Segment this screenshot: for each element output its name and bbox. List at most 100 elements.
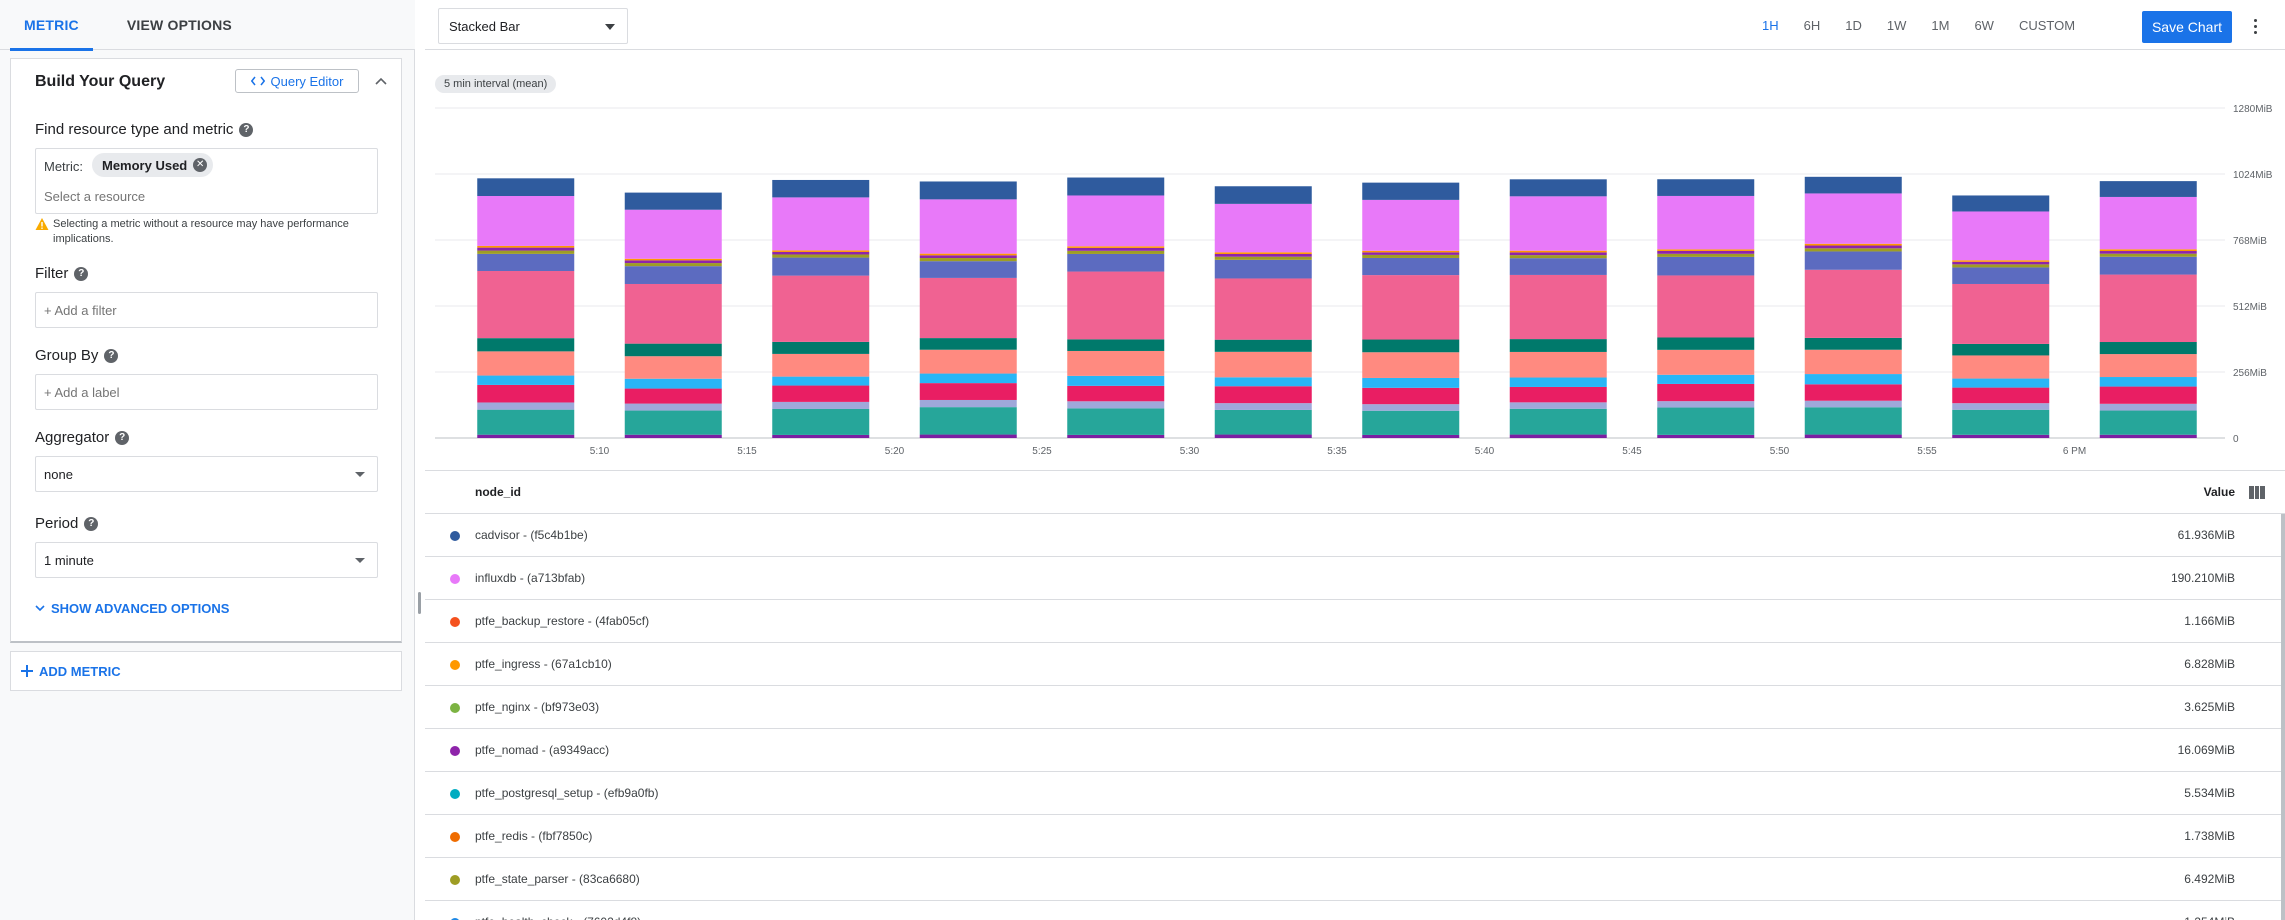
bar-segment[interactable] [624,410,722,435]
bar-segment[interactable] [477,434,575,438]
bar-segment[interactable] [772,434,870,438]
bar-segment[interactable] [2099,354,2197,378]
bar-segment[interactable] [1952,434,2050,438]
bar-segment[interactable] [1362,182,1460,200]
bar-segment[interactable] [1214,377,1312,387]
bar-segment[interactable] [624,434,722,438]
bar-segment[interactable] [1657,195,1755,250]
bar-segment[interactable] [2099,249,2197,252]
bar-segment[interactable] [1509,377,1607,387]
bar-segment[interactable] [477,196,575,246]
bar-segment[interactable] [772,401,870,409]
bar-segment[interactable] [1362,254,1460,258]
bar-segment[interactable] [2099,256,2197,275]
bar-segment[interactable] [1952,195,2050,212]
bar-segment[interactable] [772,376,870,386]
bar-segment[interactable] [1067,385,1165,402]
bar-segment[interactable] [1804,434,1902,438]
time-button-1h[interactable]: 1H [1762,18,1779,33]
bar-segment[interactable] [477,409,575,435]
bar-segment[interactable] [477,384,575,403]
bar-segment[interactable] [1067,247,1165,251]
bar-segment[interactable] [1657,349,1755,375]
save-chart-button[interactable]: Save Chart [2142,11,2232,43]
bar-segment[interactable] [1804,251,1902,270]
bar-segment[interactable] [1952,403,2050,410]
bar-segment[interactable] [624,192,722,210]
column-header-node-id[interactable]: node_id [475,485,522,499]
bar-segment[interactable] [624,209,722,259]
bar-segment[interactable] [624,283,722,344]
bar-segment[interactable] [1509,179,1607,197]
bar-segment[interactable] [1362,410,1460,435]
bar-segment[interactable] [1509,252,1607,256]
bar-segment[interactable] [1067,434,1165,438]
chevron-up-icon[interactable] [371,71,391,91]
bar-segment[interactable] [1067,177,1165,196]
aggregator-select[interactable]: none [35,456,378,492]
help-icon[interactable]: ? [84,516,99,531]
bar-segment[interactable] [2099,377,2197,387]
bar-segment[interactable] [2099,410,2197,435]
bar-segment[interactable] [772,353,870,377]
bar-segment[interactable] [1952,267,2050,284]
table-row[interactable]: ptfe_ingress - (67a1cb10) 6.828MiB [425,643,2285,686]
bar-segment[interactable] [772,275,870,342]
bar-segment[interactable] [1362,275,1460,340]
bar-segment[interactable] [919,258,1017,262]
bar-segment[interactable] [624,356,722,379]
bar-segment[interactable] [1657,337,1755,350]
bar-segment[interactable] [1067,401,1165,409]
bar-segment[interactable] [772,251,870,255]
bar-segment[interactable] [1657,401,1755,408]
bar-segment[interactable] [1214,409,1312,435]
bar-segment[interactable] [1509,274,1607,340]
query-editor-button[interactable]: Query Editor [235,69,359,93]
bar-segment[interactable] [2099,386,2197,404]
bar-segment[interactable] [2099,196,2197,250]
bar-segment[interactable] [1509,402,1607,409]
panel-resize-handle[interactable] [418,592,421,614]
more-vert-icon[interactable] [2247,14,2263,38]
bar-segment[interactable] [1067,350,1165,376]
bar-segment[interactable] [919,181,1017,200]
bar-segment[interactable] [919,349,1017,374]
bar-segment[interactable] [1804,248,1902,252]
add-metric-button[interactable]: ADD METRIC [10,651,402,691]
bar-segment[interactable] [1804,407,1902,435]
bar-segment[interactable] [1804,193,1902,244]
bar-segment[interactable] [1214,252,1312,254]
bar-segment[interactable] [772,408,870,435]
bar-segment[interactable] [1067,195,1165,247]
bar-segment[interactable] [477,245,575,248]
bar-segment[interactable] [919,255,1017,259]
tab-view-options[interactable]: VIEW OPTIONS [126,17,232,33]
time-button-6w[interactable]: 6W [1974,18,1994,33]
bar-segment[interactable] [1214,386,1312,404]
bar-segment[interactable] [772,257,870,276]
bar-segment[interactable] [919,277,1017,339]
metric-chip[interactable]: Memory Used ✕ [92,153,214,177]
resource-input[interactable] [44,189,344,204]
bar-segment[interactable] [772,250,870,252]
metric-selector[interactable]: Metric: Memory Used ✕ [35,148,378,214]
bar-segment[interactable] [1952,261,2050,265]
bar-segment[interactable] [624,263,722,267]
bar-segment[interactable] [1657,253,1755,257]
bar-segment[interactable] [1067,246,1165,248]
bar-segment[interactable] [1509,434,1607,438]
bar-segment[interactable] [772,341,870,354]
time-button-1w[interactable]: 1W [1886,18,1907,33]
period-select[interactable]: 1 minute [35,542,378,578]
help-icon[interactable]: ? [115,430,130,445]
bar-segment[interactable] [1657,256,1755,276]
bar-segment[interactable] [477,178,575,197]
table-row[interactable]: influxdb - (a713bfab) 190.210MiB [425,557,2285,600]
bar-segment[interactable] [1657,179,1755,196]
bar-segment[interactable] [624,266,722,284]
bar-segment[interactable] [1952,409,2050,435]
bar-segment[interactable] [2099,253,2197,257]
close-icon[interactable]: ✕ [193,158,208,172]
time-button-custom[interactable]: CUSTOM [2018,18,2076,33]
bar-segment[interactable] [1509,250,1607,253]
